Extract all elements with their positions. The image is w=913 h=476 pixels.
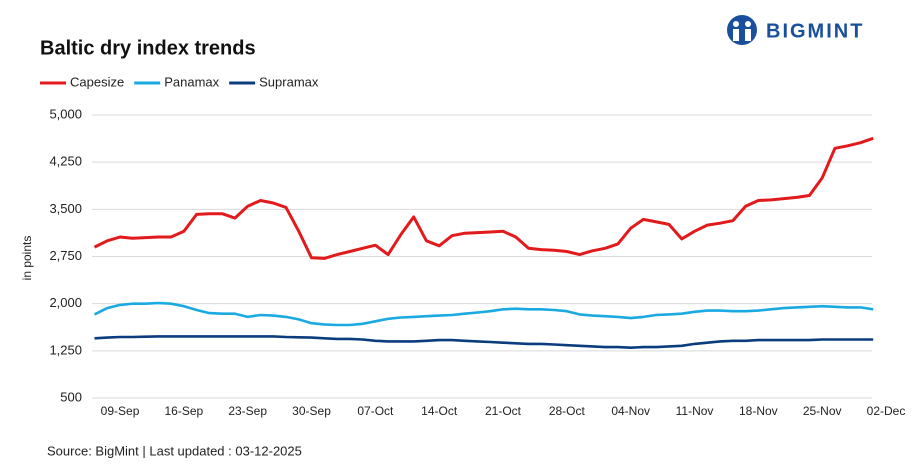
plot-area: 500 1,250 2,000 2,750 3,500 4,250 5,000 09-Sep 1…	[49, 106, 905, 418]
legend-label: Panamax	[164, 74, 219, 89]
y-axis-label: in points	[20, 236, 34, 281]
logo-text: BIGMINT	[766, 20, 864, 42]
y-tick-label: 5,000	[49, 106, 82, 121]
y-tick-label: 4,250	[49, 154, 82, 169]
y-tick-label: 3,500	[49, 201, 82, 216]
line-series	[94, 335, 874, 349]
y-tick-label: 500	[60, 389, 82, 404]
logo-icon-dot	[733, 21, 739, 27]
chart-title: Baltic dry index trends	[40, 37, 256, 59]
x-tick-label: 09-Sep	[101, 404, 140, 418]
x-tick-label: 14-Oct	[421, 404, 458, 418]
x-tick-label: 25-Nov	[803, 404, 842, 418]
x-tick-label: 07-Oct	[357, 404, 394, 418]
logo-icon-bar	[745, 29, 751, 41]
x-tick-label: 18-Nov	[739, 404, 778, 418]
x-tick-label: 30-Sep	[292, 404, 331, 418]
logo-icon-dot	[745, 21, 751, 27]
line-series	[93, 301, 874, 327]
legend-label: Capesize	[70, 74, 124, 89]
x-tick-label: 23-Sep	[228, 404, 267, 418]
line-series	[93, 136, 874, 260]
x-tick-label: 04-Nov	[611, 404, 650, 418]
legend: Capesize Panamax Supramax	[40, 74, 319, 89]
x-tick-label: 21-Oct	[485, 404, 522, 418]
source-note: Source: BigMint | Last updated : 03-12-2…	[47, 443, 302, 458]
y-tick-label: 2,000	[49, 295, 82, 310]
x-tick-label: 11-Nov	[676, 404, 714, 418]
x-tick-label: 16-Sep	[165, 404, 204, 418]
logo-icon	[727, 15, 757, 45]
y-tick-label: 1,250	[49, 342, 82, 357]
legend-label: Supramax	[259, 74, 319, 89]
x-tick-label: 28-Oct	[549, 404, 586, 418]
x-tick-label: 02-Dec	[867, 404, 906, 418]
logo: BIGMINT	[727, 15, 864, 45]
logo-icon-bar	[733, 29, 739, 41]
y-tick-label: 2,750	[49, 248, 82, 263]
